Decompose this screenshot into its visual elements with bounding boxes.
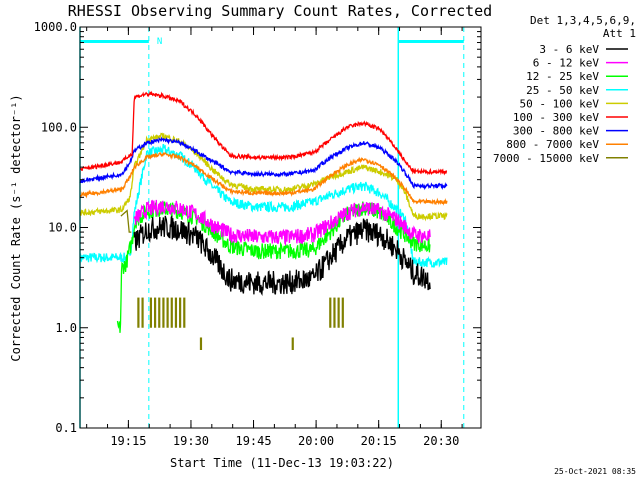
legend-label: 7000 - 15000 keV (493, 152, 599, 165)
series-8 (120, 209, 344, 350)
series-6 (79, 136, 448, 191)
series-line (79, 132, 448, 222)
series-line (120, 209, 132, 233)
legend-label: 3 - 6 keV (539, 43, 599, 56)
legend-label: 50 - 100 keV (520, 97, 600, 110)
series-3 (79, 143, 448, 269)
series-line (133, 215, 431, 297)
series-line (79, 143, 448, 269)
night-bar (398, 40, 464, 43)
x-axis-label: Start Time (11-Dec-13 19:03:22) (170, 456, 394, 470)
y-tick-label: 1.0 (55, 321, 77, 335)
series-line (79, 136, 448, 191)
series-4 (79, 132, 448, 222)
x-tick-label: 19:30 (173, 434, 209, 448)
x-tick-label: 20:00 (298, 434, 334, 448)
y-tick-label: 0.1 (55, 421, 77, 435)
series-line (133, 199, 431, 247)
y-tick-label: 10.0 (48, 221, 77, 235)
x-tick-label: 19:15 (110, 434, 146, 448)
legend-label: 25 - 50 keV (526, 84, 599, 97)
y-axis: 1000.0 100.0 10.0 1.0 0.1 (34, 20, 481, 435)
night-marker-label: N (157, 37, 162, 47)
legend-header-detectors: Det 1,3,4,5,6,9, (530, 14, 636, 27)
timestamp: 25-Oct-2021 08:35 (554, 467, 636, 476)
series-1 (133, 199, 431, 247)
y-axis-label: Corrected Count Rate (s⁻¹ detector⁻¹) (9, 94, 23, 361)
series-7 (79, 151, 448, 206)
series-0 (133, 215, 431, 297)
x-tick-label: 20:30 (423, 434, 459, 448)
series-layer (79, 90, 448, 350)
legend-label: 100 - 300 keV (513, 111, 599, 124)
legend-label: 300 - 800 keV (513, 125, 599, 138)
y-tick-label: 1000.0 (34, 20, 77, 34)
legend-header-attenuator: Att 1 (603, 27, 636, 40)
legend-label: 800 - 7000 keV (506, 138, 599, 151)
legend-label: 6 - 12 keV (533, 57, 600, 70)
chart-title: RHESSI Observing Summary Count Rates, Co… (68, 2, 492, 20)
series-line (79, 90, 448, 176)
legend-label: 12 - 25 keV (526, 70, 599, 83)
night-bar (80, 40, 149, 43)
x-tick-label: 19:45 (235, 434, 271, 448)
y-tick-label: 100.0 (41, 120, 77, 134)
series-5 (79, 90, 448, 176)
x-axis: 19:15 19:30 19:45 20:00 20:15 20:30 (86, 27, 463, 448)
x-tick-label: 20:15 (361, 434, 397, 448)
series-line (79, 151, 448, 206)
